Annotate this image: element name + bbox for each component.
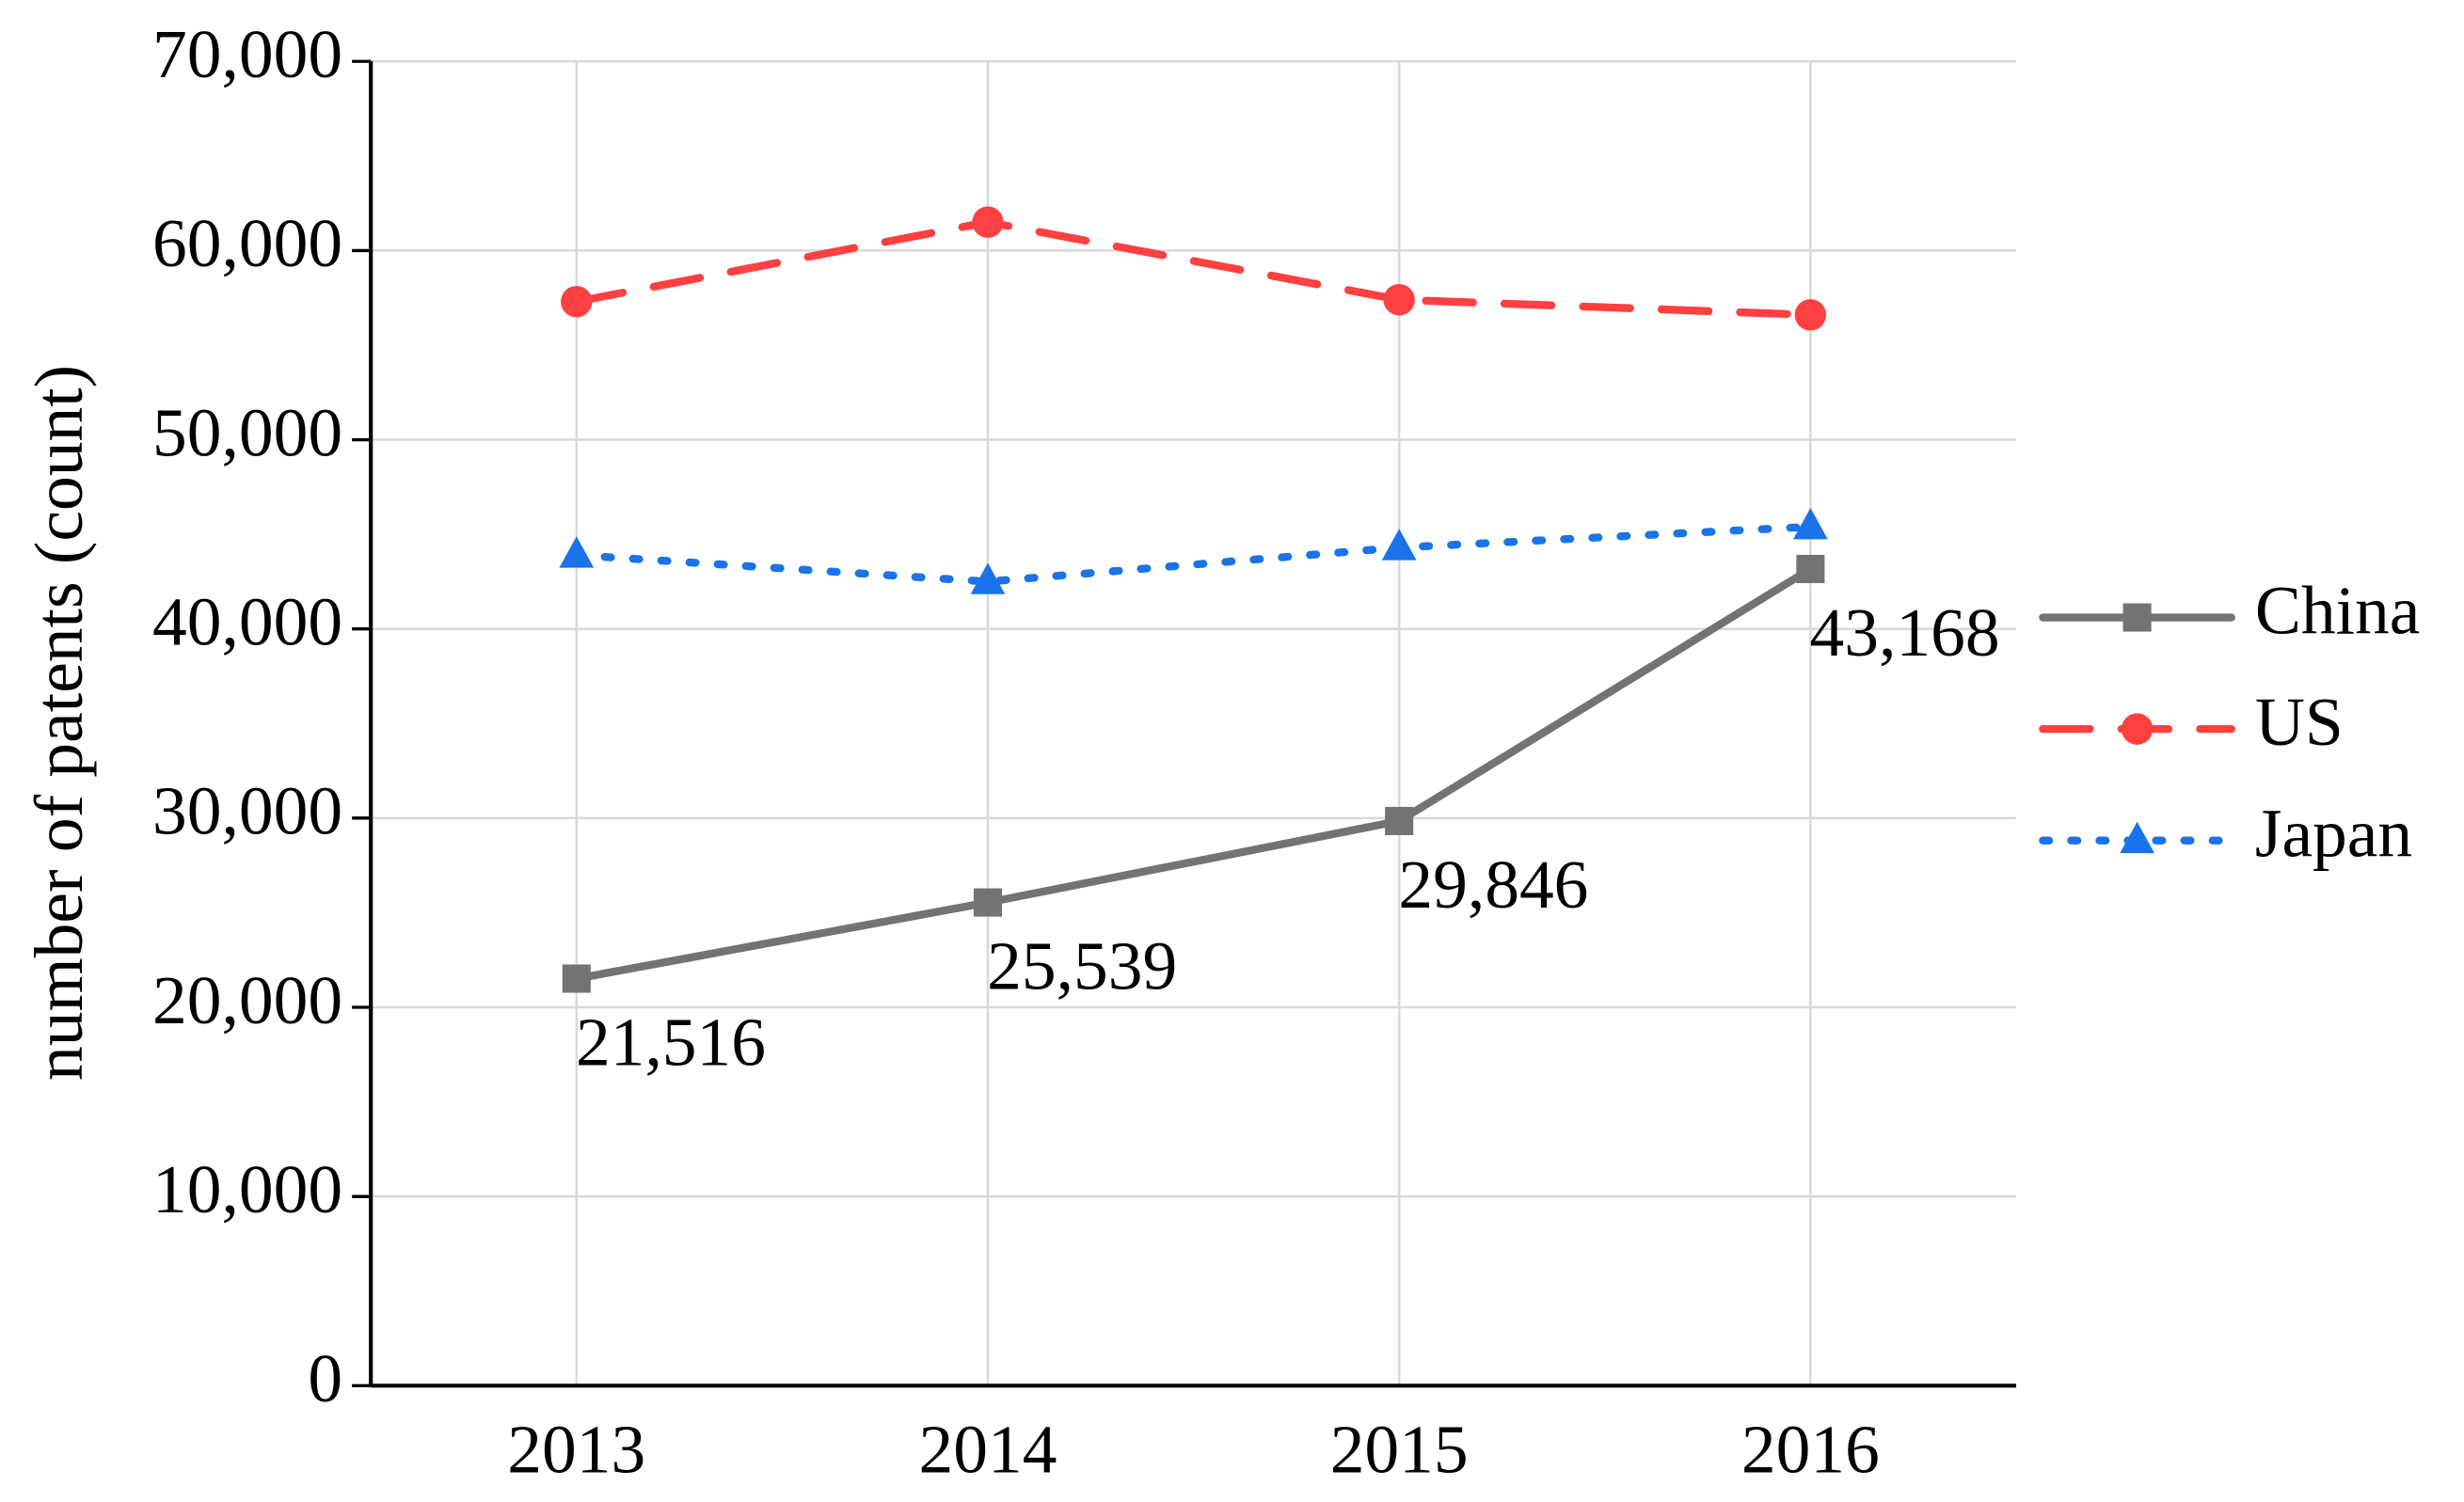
data-label: 25,539 xyxy=(987,928,1177,1004)
marker xyxy=(559,536,595,568)
marker xyxy=(1796,554,1825,584)
data-label: 21,516 xyxy=(576,1004,766,1081)
data-label: 29,846 xyxy=(1398,846,1588,923)
y-tick-label: 10,000 xyxy=(152,1151,342,1227)
marker xyxy=(1383,283,1415,316)
y-tick-label: 60,000 xyxy=(152,205,342,281)
x-tick-label: 2015 xyxy=(1330,1411,1469,1487)
marker xyxy=(1792,508,1828,540)
series-line xyxy=(572,564,1815,983)
legend-label: China xyxy=(2255,572,2421,648)
y-tick-label: 40,000 xyxy=(152,584,342,660)
marker xyxy=(2120,821,2154,854)
x-tick-label: 2014 xyxy=(918,1411,1057,1487)
y-tick-label: 70,000 xyxy=(152,16,342,92)
marker xyxy=(973,888,1003,917)
marker xyxy=(972,206,1004,238)
legend-label: US xyxy=(2255,684,2344,760)
y-tick-label: 0 xyxy=(308,1340,342,1416)
data-label: 43,168 xyxy=(1810,594,2000,671)
marker xyxy=(970,562,1006,594)
marker xyxy=(1381,529,1417,561)
marker xyxy=(561,286,593,318)
y-tick-label: 20,000 xyxy=(152,962,342,1038)
marker xyxy=(562,964,591,993)
marker xyxy=(2121,713,2154,745)
series-line xyxy=(572,217,1815,319)
marker xyxy=(2122,603,2152,632)
y-tick-label: 50,000 xyxy=(152,394,342,470)
y-axis-label: number of patents (count) xyxy=(21,365,97,1081)
x-tick-label: 2016 xyxy=(1741,1411,1880,1487)
y-tick-label: 30,000 xyxy=(152,773,342,849)
marker xyxy=(1385,806,1414,835)
legend-label: Japan xyxy=(2255,796,2412,872)
marker xyxy=(1794,299,1827,331)
x-tick-label: 2013 xyxy=(507,1411,645,1487)
series-line xyxy=(572,522,1815,586)
